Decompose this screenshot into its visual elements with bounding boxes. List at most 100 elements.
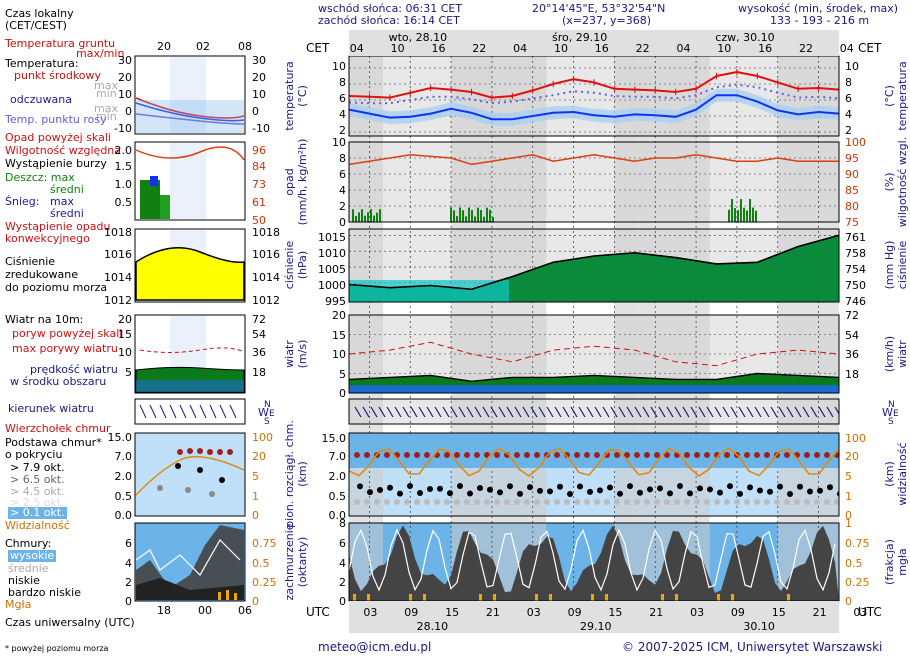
humidity-unit-right: (%): [883, 172, 896, 191]
cloud-base-dot: [437, 485, 443, 492]
precip-bar: [480, 209, 482, 222]
bottom-date-1: 29.10: [580, 620, 612, 633]
wind-arrow: [634, 406, 642, 418]
legend-cloud-tick-left: 7.0: [115, 450, 133, 463]
precip-bar: [352, 209, 354, 222]
cloud-tick-left: 0.5: [329, 490, 347, 503]
cloud-base-dot-light: [794, 499, 800, 505]
wind-arrow: [738, 406, 746, 418]
cloud-base-dot: [357, 483, 363, 490]
wind-arrow: [410, 406, 418, 418]
cloud-base-dot: [427, 485, 433, 492]
cloud-top-dot: [704, 452, 710, 458]
pressure-tick-left: 1015: [318, 231, 346, 244]
precip-bar: [749, 199, 751, 222]
wind-arrow: [706, 406, 714, 418]
cloud-base-dot: [727, 483, 733, 490]
wind-arrow: [826, 406, 834, 418]
bottom-hour-9: 09: [731, 606, 745, 619]
top-hour-9: 10: [717, 42, 731, 55]
pressure-tick-right: 761: [845, 231, 866, 244]
cloud-top-dot: [534, 452, 540, 458]
wind-arrow: [770, 406, 778, 418]
precip-bar: [755, 210, 757, 222]
wind-unit-right: (km/h): [883, 336, 896, 372]
tz-right: CET: [858, 41, 882, 55]
legend-local-tick-2: 02: [196, 40, 210, 53]
legend-pressure-tick-right: 1012: [252, 294, 280, 307]
legend-okt-45: > 4.5 okt.: [10, 485, 65, 498]
fog-bar: [731, 594, 734, 601]
cloud-base-dot-light: [544, 499, 550, 505]
pressure-title-right: ciśnienie: [896, 241, 909, 290]
pressure-unit-right: (mm Hg): [883, 241, 896, 290]
legend-clouds-tick-left: 2: [125, 576, 132, 589]
top-hour-2: 16: [431, 42, 445, 55]
cloud-top-dot: [594, 452, 600, 458]
cloud-base-dot-light: [654, 499, 660, 505]
fog-unit-right: (frakcja): [883, 539, 896, 585]
legend-humid-tick-right: 61: [252, 196, 266, 209]
cloud-base-dot: [397, 490, 403, 497]
contact-email[interactable]: meteo@icm.edu.pl: [318, 640, 432, 654]
wind-tick-right: 54: [845, 329, 859, 342]
bottom-hour-11: 21: [813, 606, 827, 619]
cloud-top-dot: [604, 452, 610, 458]
legend-utc-tick-1: 18: [157, 604, 171, 617]
bottom-time-strip: [349, 601, 839, 633]
cloud-base-dot: [647, 486, 653, 493]
cloud-base-dot: [687, 490, 693, 497]
temp-tick-right: 4: [845, 108, 852, 121]
bottom-hour-10: 15: [772, 606, 786, 619]
legend-temp-tick-left: 0: [125, 105, 132, 118]
precip-bar: [731, 199, 733, 222]
wind-arrow: [794, 406, 802, 418]
visibility-line: [349, 446, 839, 478]
cloud-tick-left: 2.0: [329, 470, 347, 483]
panel-pressure-bg: [349, 229, 839, 302]
cloud-base-dot-light: [704, 499, 710, 505]
wind-fill-blue: [349, 385, 839, 393]
cloud-base-dot: [797, 483, 803, 490]
cloud-base-dot: [767, 488, 773, 495]
legend-snow-mean: średni: [50, 207, 84, 220]
cloud-cover-fill: [349, 525, 839, 601]
cloud-base-dot: [637, 489, 643, 496]
cloud-top-dot: [834, 452, 839, 458]
temp-tick-left: 8: [339, 76, 346, 89]
legend-humid-tick-right: 84: [252, 160, 266, 173]
legend-fog-tick-right: 0.25: [252, 576, 277, 589]
precip-bar: [370, 209, 372, 222]
top-hour-5: 10: [554, 42, 568, 55]
top-hour-1: 10: [391, 42, 405, 55]
wind-title-left: wiatr: [283, 340, 296, 368]
legend-wind-direction: kierunek wiatru: [8, 402, 94, 415]
legend-clouds-low: niskie: [8, 574, 40, 587]
legend-cloudbase-panel: [134, 432, 246, 517]
compass-n: N: [888, 400, 895, 410]
precip-bar: [450, 207, 452, 222]
legend-humidity: Wilgotność względna: [5, 144, 122, 157]
legend-cloud-base-1: Podstawa chmur*: [5, 436, 102, 449]
cloud-base-dot: [757, 487, 763, 494]
sunrise-text: wschód słońca: 06:31 CET: [318, 2, 463, 15]
cloud-tick-left: 15.0: [322, 432, 347, 445]
temp-tick-left: 6: [339, 92, 346, 105]
wind-arrow: [570, 406, 578, 418]
compass-n: N: [264, 400, 271, 410]
legend-temp-felt: odczuwana: [10, 93, 72, 106]
temp-max-line: [349, 70, 839, 99]
wind-arrow: [586, 406, 594, 418]
wind-arrow: [810, 406, 818, 418]
cloud-top-dot: [724, 452, 730, 458]
wind-arrow: [490, 406, 498, 418]
cloud-top-dot: [574, 452, 580, 458]
cloud-top-dot: [564, 452, 570, 458]
grid-text: (x=237, y=368): [562, 14, 652, 27]
visibility-tick-right: 1: [845, 490, 852, 503]
cover-tick-left: 6: [339, 537, 346, 550]
wind-arrow: [650, 406, 658, 418]
legend-clouds-tick-left: 6: [125, 537, 132, 550]
legend-wind-speed-1: prędkość wiatru: [30, 363, 118, 376]
wind-arrow: [554, 406, 562, 418]
